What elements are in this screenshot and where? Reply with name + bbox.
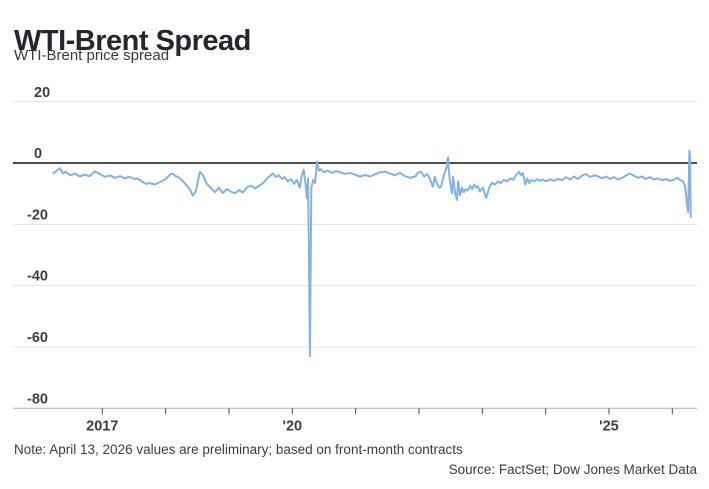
footer-note: Note: April 13, 2026 values are prelimin… — [14, 442, 463, 457]
footer-source: Source: FactSet; Dow Jones Market Data — [448, 462, 697, 477]
svg-text:-20: -20 — [27, 207, 48, 223]
svg-text:20: 20 — [34, 85, 50, 101]
page-subtitle: WTI-Brent price spread — [14, 47, 170, 64]
spread-series-line — [52, 149, 692, 358]
page-title: WTI-Brent Spread — [14, 25, 251, 58]
svg-text:-80: -80 — [27, 391, 48, 407]
svg-text:-40: -40 — [27, 269, 48, 285]
svg-text:-60: -60 — [27, 330, 48, 346]
svg-text:2017: 2017 — [86, 418, 118, 434]
svg-text:'25: '25 — [599, 418, 619, 434]
svg-text:'20: '20 — [283, 418, 303, 434]
svg-text:0: 0 — [34, 146, 42, 162]
